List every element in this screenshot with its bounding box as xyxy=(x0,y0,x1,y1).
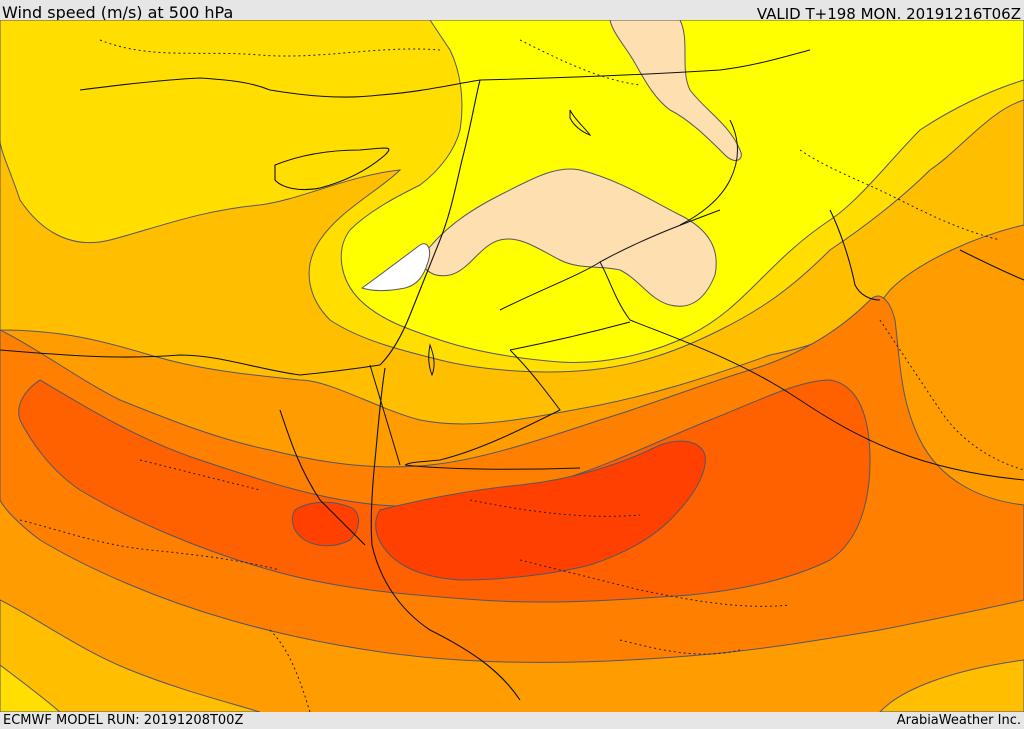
band-strongest xyxy=(375,440,706,581)
band-bottom-left xyxy=(0,599,261,712)
model-run-label: ECMWF MODEL RUN: 20191208T00Z xyxy=(3,713,244,728)
band-weakest xyxy=(360,243,431,292)
provider-label: ArabiaWeather Inc. xyxy=(896,713,1021,728)
lakes xyxy=(428,109,592,377)
valid-time-label: VALID T+198 MON. 20191216T06Z xyxy=(756,5,1021,23)
wind-speed-map[interactable] xyxy=(0,20,1024,712)
footer-bar: ECMWF MODEL RUN: 20191208T00Z ArabiaWeat… xyxy=(0,712,1024,729)
band-bottom-left-2 xyxy=(0,664,61,712)
coastlines xyxy=(0,77,1024,701)
band-pale xyxy=(419,168,717,307)
band-orange-4 xyxy=(18,379,871,603)
province-lines xyxy=(19,39,1024,712)
band-strongest-west xyxy=(291,501,359,547)
country-borders xyxy=(369,49,1024,481)
header-bar: Wind speed (m/s) at 500 hPa VALID T+198 … xyxy=(0,0,1024,23)
map-title: Wind speed (m/s) at 500 hPa xyxy=(2,3,234,22)
band-yellow xyxy=(340,20,1024,363)
band-pale-north xyxy=(609,20,742,161)
map-canvas xyxy=(0,20,1024,712)
